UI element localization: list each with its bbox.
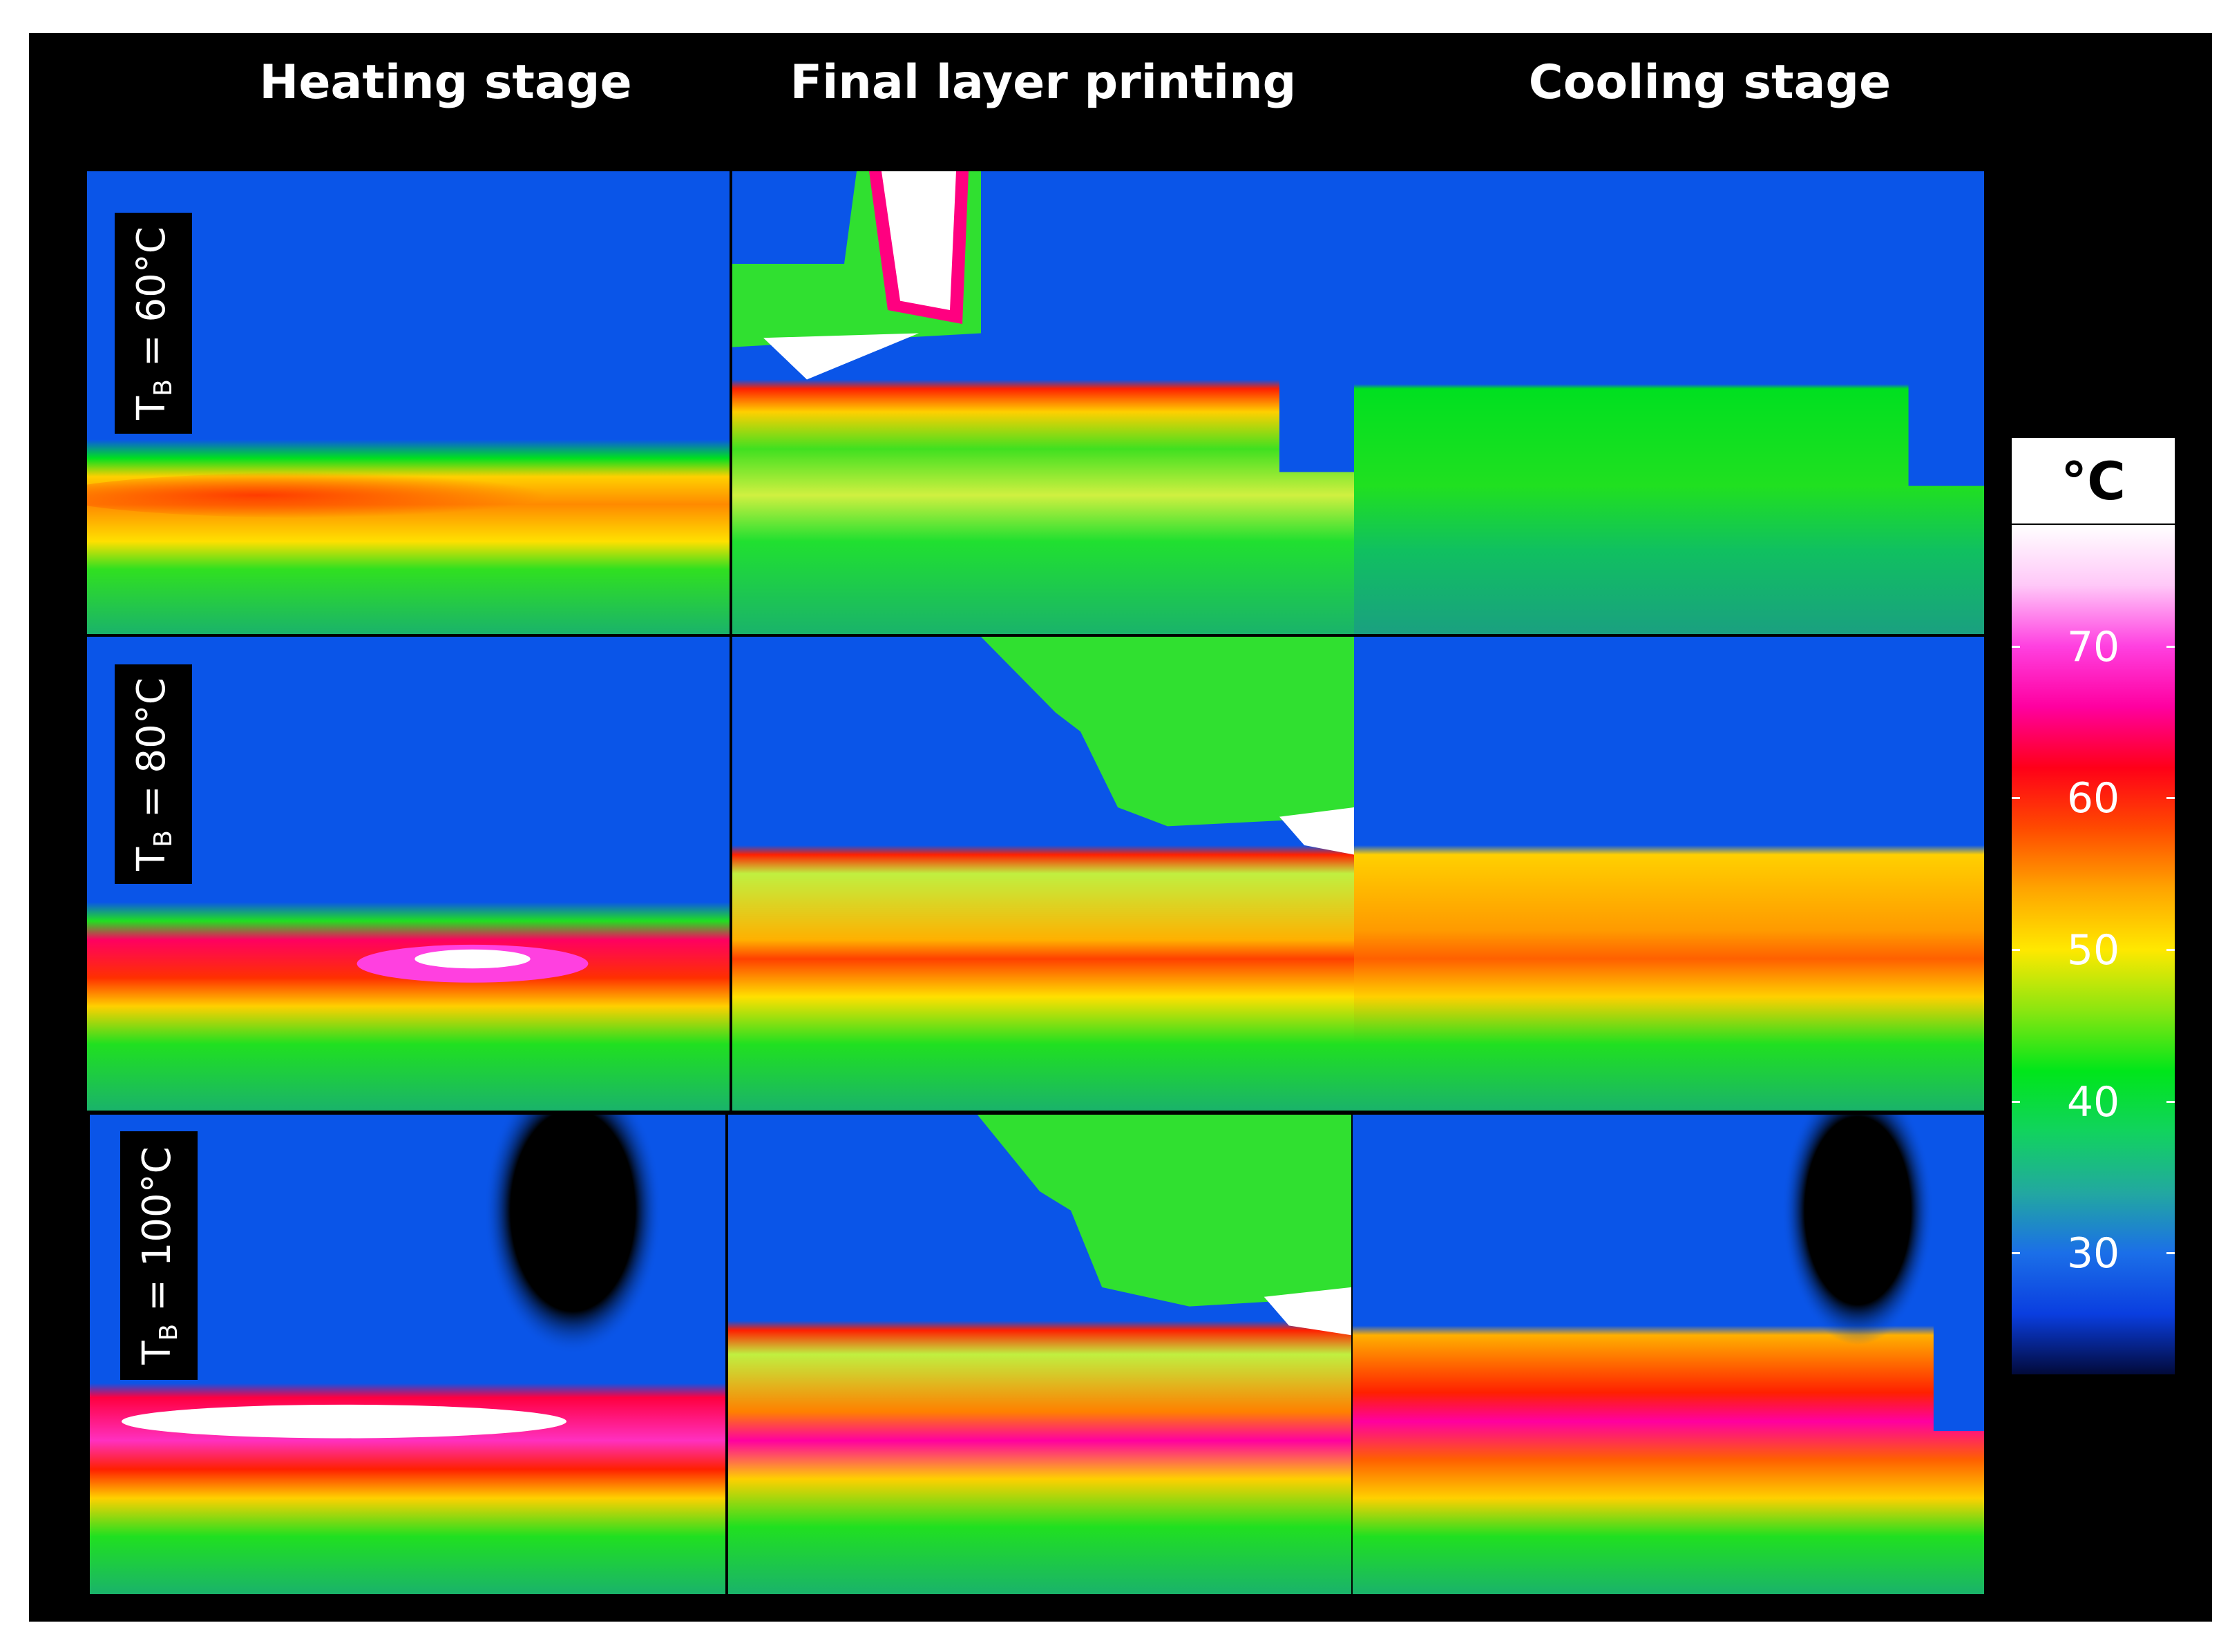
row-label-60-value: = 60°C xyxy=(129,227,174,379)
colorbar-tick-label: 30 xyxy=(2066,1229,2120,1278)
colorbar-tick-mark-left xyxy=(2012,949,2020,951)
thermal-image-80-final-layer xyxy=(732,637,1354,1111)
thermal-image-60-heating xyxy=(87,171,730,634)
thermal-image-80-cooling xyxy=(1354,637,1984,1111)
row-label-100-value: = 100°C xyxy=(135,1146,180,1324)
colorbar-tick-mark-left xyxy=(2012,1252,2020,1255)
column-title-heating: Heating stage xyxy=(259,55,632,110)
thermal-image-60-cooling xyxy=(1354,171,1984,634)
column-title-final-layer: Final layer printing xyxy=(790,55,1297,110)
colorbar-tick-mark-left xyxy=(2012,645,2020,648)
colorbar-tick-mark-right xyxy=(2166,797,2175,800)
colorbar-tick-label: 50 xyxy=(2066,926,2120,974)
row-label-80-subscript: B xyxy=(149,829,178,847)
row-label-60-symbol: T xyxy=(129,396,174,420)
row-label-80: TB = 80°C xyxy=(115,664,192,884)
colorbar-tick-label: 60 xyxy=(2066,774,2120,823)
temperature-colorbar: 70 60 50 40 30 xyxy=(2012,525,2175,1374)
colorbar-tick-mark-right xyxy=(2166,1100,2175,1103)
row-label-100-symbol: T xyxy=(135,1341,180,1365)
row-label-80-symbol: T xyxy=(129,847,174,871)
thermal-image-100-final-layer xyxy=(728,1115,1351,1594)
colorbar-tick-label: 40 xyxy=(2066,1077,2120,1126)
row-label-60: TB = 60°C xyxy=(115,213,192,434)
column-title-cooling: Cooling stage xyxy=(1528,55,1892,110)
colorbar-tick-label: 70 xyxy=(2066,622,2120,671)
colorbar-tick-mark-right xyxy=(2166,645,2175,648)
thermal-image-80-heating xyxy=(87,637,730,1111)
colorbar-tick-mark-left xyxy=(2012,1100,2020,1103)
row-label-80-value: = 80°C xyxy=(129,678,174,830)
colorbar-tick-mark-right xyxy=(2166,949,2175,951)
row-label-100-subscript: B xyxy=(155,1323,183,1341)
row-label-100: TB = 100°C xyxy=(120,1131,198,1380)
thermal-image-60-final-layer xyxy=(732,171,1354,634)
colorbar-tick-mark-right xyxy=(2166,1252,2175,1255)
colorbar-unit: °C xyxy=(2012,438,2175,524)
thermal-image-100-cooling xyxy=(1353,1115,1984,1594)
colorbar-tick-mark-left xyxy=(2012,797,2020,800)
row-label-60-subscript: B xyxy=(149,378,178,396)
